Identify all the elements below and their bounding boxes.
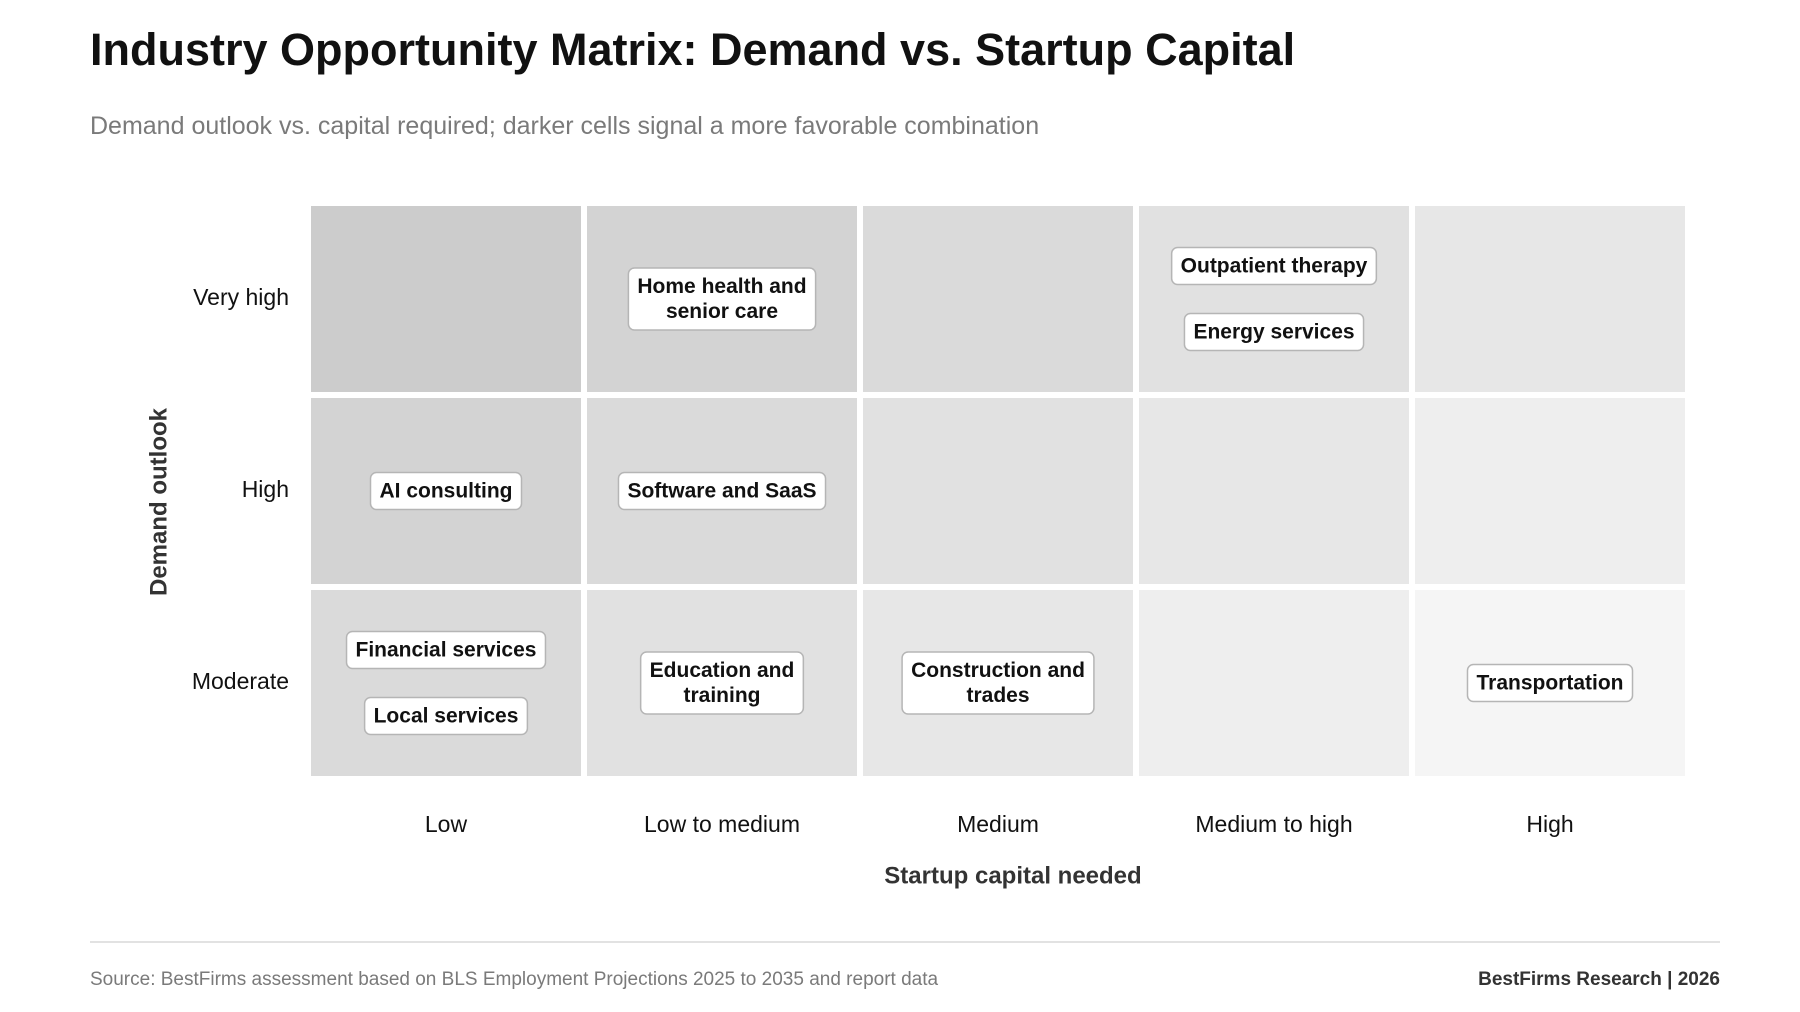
industry-tag-label: Financial services bbox=[356, 639, 537, 662]
y-tick-label: High bbox=[242, 476, 289, 502]
industry-tag-transportation: Transportation bbox=[1466, 663, 1634, 703]
cell-high-high bbox=[1415, 398, 1685, 584]
cell-high-medium-to-high bbox=[1139, 398, 1409, 584]
industry-tag-box bbox=[369, 471, 523, 511]
cell-very-high-high bbox=[1415, 206, 1685, 392]
cell-very-high-low bbox=[311, 206, 581, 392]
industry-tag-label: Education and bbox=[650, 659, 795, 682]
industry-tag-box bbox=[639, 651, 805, 715]
industry-tag-box bbox=[901, 651, 1095, 715]
x-axis-title: Startup capital needed bbox=[884, 862, 1141, 889]
industry-tag-label: Energy services bbox=[1193, 321, 1354, 344]
industry-tag-box bbox=[363, 696, 529, 736]
industry-tag-label: Outpatient therapy bbox=[1181, 255, 1368, 278]
industry-tag-label: Local services bbox=[374, 705, 519, 728]
industry-tag-box bbox=[627, 267, 817, 331]
industry-tag-outpatient-therapy: Outpatient therapy bbox=[1170, 246, 1378, 286]
x-tick-label: Low bbox=[425, 811, 468, 837]
y-tick-label: Moderate bbox=[192, 668, 289, 694]
cell-high-medium bbox=[863, 398, 1133, 584]
industry-tag-label: Home health and bbox=[637, 275, 806, 298]
footer-divider bbox=[90, 941, 1720, 943]
industry-tag-label: AI consulting bbox=[380, 480, 513, 503]
chart-title: Industry Opportunity Matrix: Demand vs. … bbox=[90, 24, 1296, 75]
industry-tag-box bbox=[617, 471, 827, 511]
x-tick-label: High bbox=[1526, 811, 1573, 837]
industry-tag-local-services: Local services bbox=[363, 696, 529, 736]
source-note: Source: BestFirms assessment based on BL… bbox=[90, 969, 939, 990]
x-tick-label: Medium bbox=[957, 811, 1039, 837]
industry-tag-label: senior care bbox=[666, 300, 778, 323]
cell-very-high-medium-to-high bbox=[1139, 206, 1409, 392]
industry-tag-energy-services: Energy services bbox=[1183, 312, 1365, 352]
chart-subtitle: Demand outlook vs. capital required; dar… bbox=[90, 112, 1040, 140]
industry-tag-box bbox=[1466, 663, 1634, 703]
industry-tag-label: training bbox=[684, 684, 761, 707]
cell-moderate-low bbox=[311, 590, 581, 776]
cell-moderate-medium-to-high bbox=[1139, 590, 1409, 776]
cell-very-high-medium bbox=[863, 206, 1133, 392]
industry-tag-financial-services: Financial services bbox=[345, 630, 547, 670]
industry-tag-label: Software and SaaS bbox=[627, 480, 816, 503]
x-tick-label: Low to medium bbox=[644, 811, 800, 837]
y-tick-label: Very high bbox=[193, 284, 289, 310]
industry-tag-box bbox=[345, 630, 547, 670]
industry-tag-box bbox=[1170, 246, 1378, 286]
industry-tag-software-and-saas: Software and SaaS bbox=[617, 471, 827, 511]
industry-tag-label: trades bbox=[966, 684, 1029, 707]
publisher-credit: BestFirms Research | 2026 bbox=[1478, 969, 1720, 990]
industry-tag-label: Transportation bbox=[1476, 672, 1623, 695]
industry-tag-box bbox=[1183, 312, 1365, 352]
industry-tag-ai-consulting: AI consulting bbox=[369, 471, 523, 511]
x-tick-label: Medium to high bbox=[1195, 811, 1352, 837]
axis-ticks: Low Low to medium Medium Medium to high High… bbox=[192, 284, 1574, 837]
industry-tag-label: Construction and bbox=[911, 659, 1085, 682]
y-axis-title: Demand outlook bbox=[145, 407, 172, 596]
